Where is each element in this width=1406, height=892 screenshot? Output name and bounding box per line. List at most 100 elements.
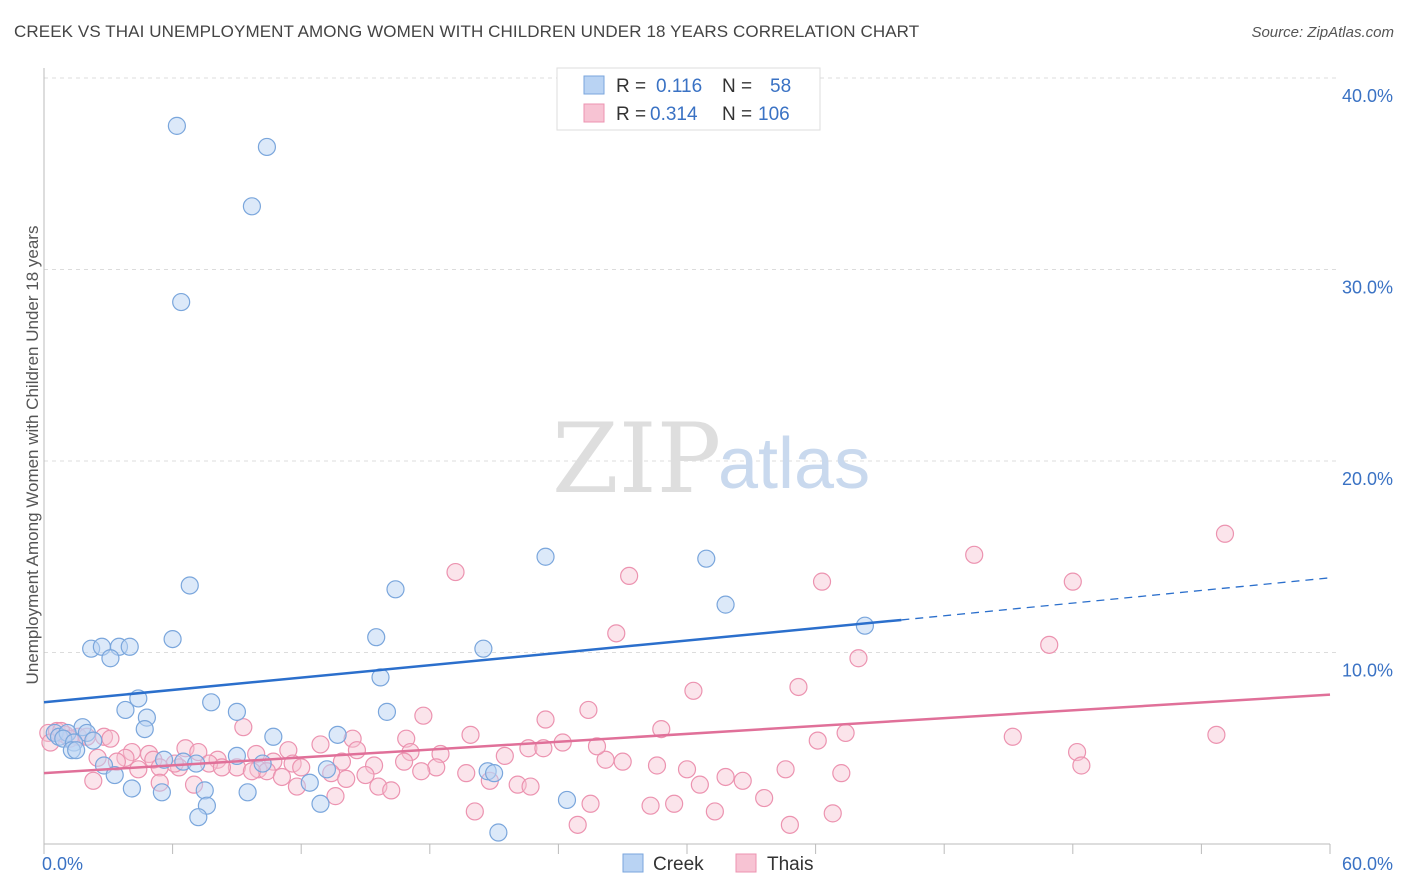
creek-point-4 — [536, 547, 555, 566]
chart-title: CREEK VS THAI UNEMPLOYMENT AMONG WOMEN W… — [14, 22, 920, 41]
thai-point-53 — [1072, 756, 1091, 775]
thai-trend-line — [43, 693, 1331, 775]
creek-point-20 — [202, 693, 221, 712]
creek-trend-extension — [901, 577, 1331, 621]
creek-point-21 — [116, 700, 135, 720]
axes — [43, 68, 1331, 854]
legend-creek-r-label: R = — [616, 76, 646, 97]
legend-top: R = 0.116 N = 58 R = 0.314 N = 106 — [556, 67, 821, 131]
thai-point-4 — [446, 562, 465, 582]
creek-point-49 — [122, 779, 141, 798]
thai-point-69 — [272, 767, 292, 787]
thai-point-66 — [412, 762, 431, 781]
thai-point-87 — [705, 802, 724, 821]
y-tick-labels: 10.0% 20.0% 30.0% 40.0% — [1342, 86, 1393, 681]
creek-point-54 — [557, 790, 577, 810]
watermark: ZIP atlas — [552, 403, 870, 515]
thai-point-85 — [641, 796, 660, 815]
creek-point-57 — [489, 823, 508, 842]
legend-thai-r-value: 0.314 — [650, 104, 698, 125]
thai-point-0 — [1215, 524, 1235, 543]
thai-point-91 — [780, 815, 799, 834]
thai-point-80 — [326, 787, 345, 806]
thai-point-46 — [613, 752, 632, 771]
thai-point-8 — [849, 649, 868, 668]
thai-point-60 — [647, 756, 667, 775]
creek-point-16 — [474, 639, 493, 658]
source-label: Source: ZipAtlas.com — [1251, 24, 1394, 41]
creek-point-44 — [317, 760, 337, 779]
legend-thai-swatch — [583, 103, 605, 123]
thai-point-22 — [1207, 725, 1226, 744]
y-tick-label-0: 10.0% — [1342, 661, 1393, 681]
thai-point-84 — [581, 794, 600, 813]
thai-point-104 — [394, 752, 414, 771]
bottom-legend-thai-swatch — [735, 853, 757, 873]
bottom-legend-creek-label: Creek — [653, 854, 704, 875]
thai-point-71 — [716, 767, 735, 787]
creek-point-56 — [189, 808, 208, 827]
legend-thai-n-label: N = — [722, 104, 752, 125]
creek-point-6 — [180, 576, 199, 595]
thai-point-41 — [1067, 742, 1087, 762]
creek-point-8 — [716, 595, 735, 614]
creek-point-42 — [253, 754, 272, 773]
y-tick-label-1: 20.0% — [1342, 469, 1393, 489]
creek-point-33 — [84, 731, 103, 750]
thai-point-3 — [812, 572, 832, 591]
thai-point-67 — [457, 764, 476, 783]
creek-point-3 — [172, 292, 191, 312]
bottom-legend-thai-label: Thais — [767, 854, 813, 875]
thai-point-75 — [84, 771, 103, 790]
thai-point-61 — [677, 760, 697, 779]
thai-point-105 — [587, 737, 607, 756]
creek-point-17 — [101, 649, 120, 668]
thai-point-2 — [1063, 572, 1082, 591]
thai-point-90 — [568, 815, 587, 834]
creek-point-0 — [167, 116, 186, 135]
creek-point-50 — [152, 783, 171, 802]
thai-point-14 — [234, 718, 253, 737]
thai-point-7 — [1040, 635, 1059, 654]
legend-creek-n-label: N = — [722, 76, 752, 97]
thai-point-89 — [465, 802, 484, 821]
thai-point-10 — [684, 681, 703, 700]
creek-point-51 — [195, 781, 214, 800]
legend-creek-n-value: 58 — [770, 76, 791, 97]
creek-point-26 — [135, 719, 154, 739]
creek-point-37 — [67, 741, 86, 760]
thai-point-102 — [733, 771, 752, 790]
thai-point-83 — [755, 788, 774, 808]
thai-point-13 — [536, 710, 555, 729]
creek-point-46 — [485, 764, 504, 783]
thai-point-23 — [461, 725, 480, 744]
watermark-zip: ZIP — [552, 403, 721, 515]
creek-point-48 — [300, 773, 319, 792]
creek-point-9 — [855, 616, 874, 635]
creek-point-5 — [697, 549, 716, 568]
thai-point-86 — [665, 794, 684, 813]
thai-point-31 — [347, 741, 367, 760]
thai-point-96 — [101, 729, 120, 748]
legend-creek-swatch — [583, 75, 605, 95]
gridlines — [44, 77, 1336, 653]
legend-creek-r-value: 0.116 — [656, 76, 702, 97]
thai-point-26 — [808, 731, 827, 750]
thai-point-25 — [397, 729, 416, 748]
y-axis-label: Unemployment Among Women with Children U… — [23, 226, 42, 685]
thai-point-30 — [311, 735, 330, 754]
thai-point-82 — [521, 777, 540, 796]
thai-point-1 — [965, 545, 984, 564]
legend-thai-r-label: R = — [616, 104, 646, 125]
trend-lines — [43, 577, 1331, 775]
thai-points — [39, 524, 1235, 834]
thai-point-6 — [607, 624, 626, 643]
y-tick-label-3: 40.0% — [1342, 86, 1393, 106]
thai-point-81 — [382, 781, 401, 800]
thai-point-62 — [776, 760, 795, 779]
thai-point-21 — [1003, 727, 1022, 746]
watermark-atlas: atlas — [718, 424, 870, 504]
creek-point-11 — [367, 628, 386, 647]
creek-point-7 — [386, 580, 405, 599]
